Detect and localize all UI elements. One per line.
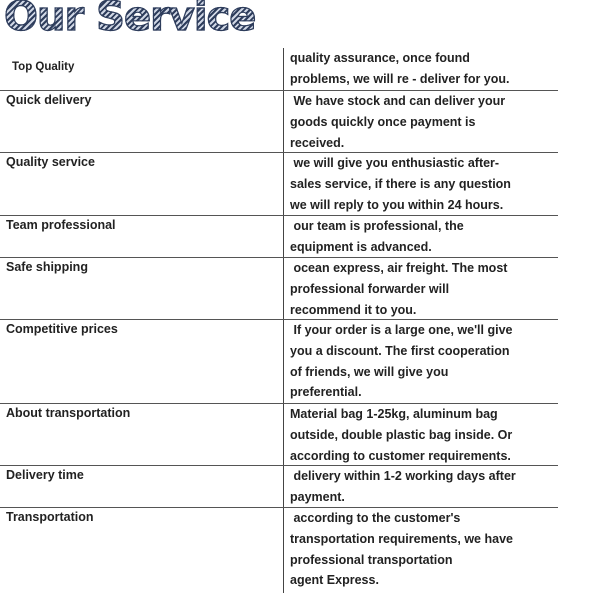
row-description: according to the customer's transportati… <box>283 508 600 593</box>
row-description: quality assurance, once found problems, … <box>283 48 600 90</box>
table-row: About transportation Material bag 1-25kg… <box>0 404 558 466</box>
row-label: Transportation <box>6 510 94 524</box>
table-row: Safe shipping ocean express, air freight… <box>0 258 558 320</box>
table-row: Competitive prices If your order is a la… <box>0 320 558 404</box>
row-label: Competitive prices <box>6 322 118 336</box>
row-description: our team is professional, the equipment … <box>283 216 600 257</box>
row-label: Quality service <box>6 155 95 169</box>
row-description: If your order is a large one, we'll give… <box>283 320 600 403</box>
table-row: Team professional our team is profession… <box>0 216 558 258</box>
table-row: Quality service we will give you enthusi… <box>0 153 558 216</box>
row-description: Material bag 1-25kg, aluminum bag outsid… <box>283 404 600 465</box>
table-row: Delivery time delivery within 1-2 workin… <box>0 466 558 508</box>
row-label: Team professional <box>6 218 116 232</box>
row-description: ocean express, air freight. The most pro… <box>283 258 600 319</box>
row-label: Quick delivery <box>6 93 92 107</box>
row-description: We have stock and can deliver your goods… <box>283 91 600 152</box>
page-title: Our Service <box>3 0 257 41</box>
table-row: Transportation according to the customer… <box>0 508 558 593</box>
table-row: Quick delivery We have stock and can del… <box>0 91 558 153</box>
row-label: Safe shipping <box>6 260 88 274</box>
table-row: Top Quality quality assurance, once foun… <box>0 48 558 91</box>
row-label: Top Quality <box>12 61 75 73</box>
row-label: About transportation <box>6 406 131 420</box>
row-description: delivery within 1-2 working days after p… <box>283 466 600 507</box>
row-description: we will give you enthusiastic after- sal… <box>283 153 600 215</box>
row-label: Delivery time <box>6 468 84 482</box>
